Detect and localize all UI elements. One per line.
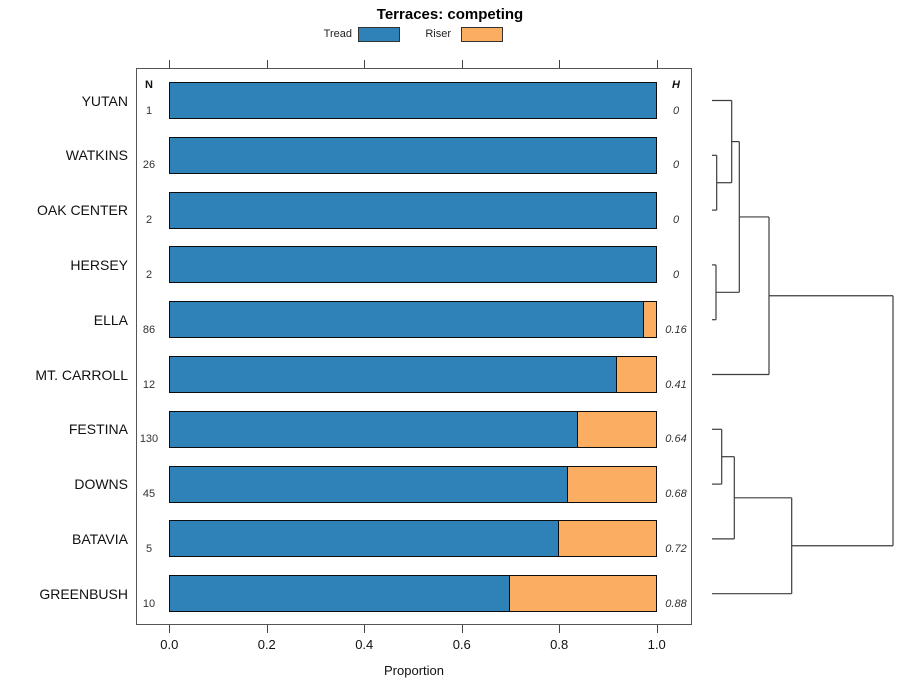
row-label: BATAVIA — [71, 530, 128, 547]
n-value: 10 — [142, 597, 156, 610]
x-axis-tick-label: 0.6 — [452, 637, 471, 652]
n-value: 5 — [145, 542, 153, 555]
legend-swatch-tread — [358, 27, 400, 42]
h-value: 0.68 — [665, 488, 687, 501]
legend-label-tread: Tread — [323, 28, 352, 40]
bar-row — [169, 465, 657, 503]
tread-bar-segment — [169, 520, 560, 558]
bar-row — [169, 191, 657, 229]
n-value: 130 — [139, 433, 159, 446]
h-value: 0.88 — [665, 597, 687, 610]
x-axis-tick-bottom — [559, 625, 561, 633]
bar-row — [169, 246, 657, 284]
tread-bar-segment — [169, 136, 657, 174]
riser-bar-segment — [577, 410, 657, 448]
bar-row — [169, 410, 657, 448]
x-axis-tick-bottom — [656, 625, 658, 633]
tread-bar-segment — [169, 301, 645, 339]
row-label: DOWNS — [74, 476, 128, 493]
x-axis-tick-top — [364, 60, 366, 68]
n-value: 1 — [145, 104, 153, 117]
bar-row — [169, 575, 657, 613]
riser-bar-segment — [616, 356, 657, 393]
x-axis-tick-bottom — [169, 625, 171, 633]
n-value: 2 — [145, 214, 153, 227]
n-value: 45 — [142, 488, 156, 501]
bar-row — [169, 356, 657, 393]
n-value: 2 — [145, 268, 153, 281]
bar-row — [169, 82, 657, 119]
x-axis-tick-label: 0.2 — [257, 637, 276, 652]
x-axis-tick-label: 0.8 — [550, 637, 569, 652]
tread-bar-segment — [169, 410, 579, 448]
h-value: 0.72 — [665, 542, 687, 555]
tread-bar-segment — [169, 246, 657, 284]
riser-bar-segment — [508, 575, 657, 613]
x-axis-tick-top — [656, 60, 658, 68]
x-axis-tick-bottom — [461, 625, 463, 633]
row-label: GREENBUSH — [39, 585, 128, 602]
legend-label-riser: Riser — [425, 28, 451, 40]
n-value: 26 — [142, 159, 156, 172]
n-value: 12 — [142, 378, 156, 391]
riser-bar-segment — [557, 520, 657, 558]
tread-bar-segment — [169, 465, 569, 503]
chart-title: Terraces: competing — [376, 6, 524, 23]
h-value: 0 — [672, 104, 680, 117]
h-value: 0.16 — [665, 323, 687, 336]
tread-bar-segment — [169, 575, 511, 613]
row-label: ELLA — [93, 311, 128, 328]
riser-bar-segment — [567, 465, 657, 503]
tread-bar-segment — [169, 82, 657, 119]
n-value: 86 — [142, 323, 156, 336]
n-column-header: N — [145, 79, 153, 91]
bar-row — [169, 136, 657, 174]
x-axis-tick-bottom — [364, 625, 366, 633]
row-label: YUTAN — [81, 92, 128, 109]
bar-row — [169, 301, 657, 339]
h-column-header: H — [672, 79, 680, 91]
x-axis-tick-top — [266, 60, 268, 68]
x-axis-tick-label: 0.4 — [355, 637, 374, 652]
tread-bar-segment — [169, 191, 657, 229]
h-value: 0 — [672, 159, 680, 172]
h-value: 0.64 — [665, 433, 687, 446]
x-axis-tick-top — [169, 60, 171, 68]
h-value: 0.41 — [665, 378, 687, 391]
x-axis-tick-top — [559, 60, 561, 68]
x-axis-tick-top — [461, 60, 463, 68]
plot-area-box — [136, 68, 692, 625]
row-label: OAK CENTER — [36, 202, 128, 219]
h-value: 0 — [672, 268, 680, 281]
bar-row — [169, 520, 657, 558]
row-label: WATKINS — [65, 147, 128, 164]
row-label: HERSEY — [70, 256, 128, 273]
x-axis-tick-bottom — [266, 625, 268, 633]
x-axis-title: Proportion — [384, 663, 444, 678]
h-value: 0 — [672, 214, 680, 227]
x-axis-tick-label: 0.0 — [160, 637, 179, 652]
row-label: FESTINA — [68, 421, 128, 438]
legend-swatch-riser — [461, 27, 503, 42]
tread-bar-segment — [169, 356, 618, 393]
row-label: MT. CARROLL — [35, 366, 128, 383]
x-axis-tick-label: 1.0 — [647, 637, 666, 652]
riser-bar-segment — [643, 301, 657, 339]
